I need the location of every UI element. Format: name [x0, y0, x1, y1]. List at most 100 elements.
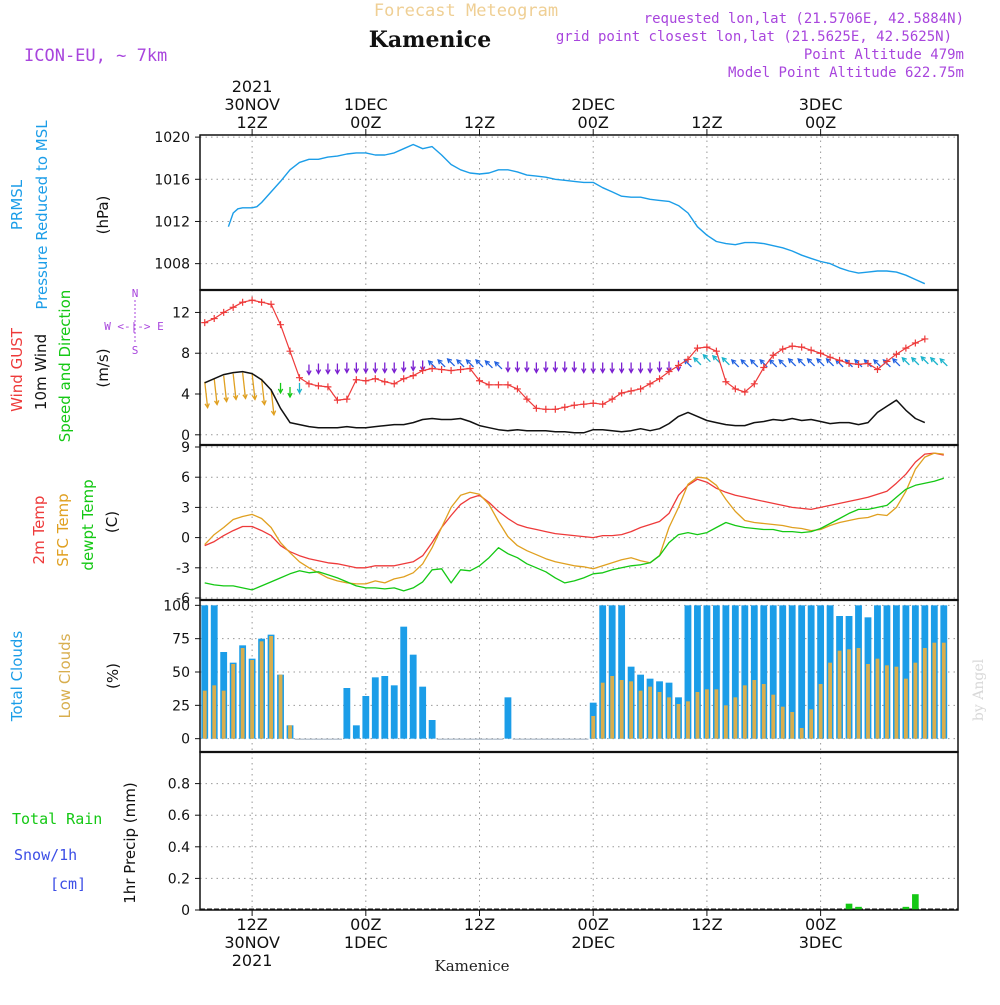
wind-gust-marker: [665, 368, 673, 376]
cloud-total-bar: [779, 605, 787, 739]
temperature-ytick-label: 3: [181, 500, 190, 516]
wind-gust-marker: [371, 375, 379, 383]
cloud-low-bar: [259, 641, 264, 739]
precip-ylabels: Total Rain Snow/1h [cm] 1hr Precip (mm): [12, 782, 139, 903]
wind-arrow: [788, 358, 797, 367]
wind-gust-marker: [826, 353, 834, 361]
wind-arrow-head: [204, 403, 210, 409]
precip-label-rain: Total Rain: [12, 810, 102, 828]
point-altitude: Point Altitude 479m: [804, 47, 964, 63]
cloud-low-bar: [212, 685, 217, 739]
cloud-total-bar: [428, 720, 436, 739]
wind-arrow-head: [296, 388, 303, 395]
cloud-low-bar: [250, 660, 255, 739]
precip-ytick-label: 0.2: [168, 871, 190, 887]
pressure-ytick-label: 1016: [154, 172, 190, 188]
cloud-low-bar: [752, 680, 757, 739]
wind-gust-marker: [712, 347, 720, 355]
wind-gust-marker: [883, 357, 891, 365]
temperature-ytick-label: 0: [181, 531, 190, 547]
clouds-ytick-label: 75: [172, 632, 190, 648]
wind-arrow-head: [270, 410, 277, 417]
wind-arrow-head: [315, 369, 322, 375]
wind-arrow: [693, 357, 702, 366]
wind-arrow-head: [287, 392, 293, 399]
wind-arrow: [930, 357, 939, 366]
cloud-low-bar: [866, 664, 870, 739]
wind-arrow-head: [543, 367, 549, 373]
wind-arrow-head: [656, 367, 663, 373]
bottom-time-label: 00Z: [805, 915, 836, 934]
cloud-unit: (%): [104, 663, 122, 689]
clouds-frame: [199, 599, 959, 753]
cloud-low-bar: [885, 665, 889, 739]
wind-arrow-head: [730, 358, 737, 365]
cloud-total-bar: [731, 605, 739, 739]
wind-arrow-head: [740, 358, 746, 365]
cloud-low-bar: [903, 678, 908, 739]
top-time-label: 12Z: [464, 113, 495, 132]
pressure-frame: [199, 134, 959, 291]
wind-arrow-head: [382, 368, 388, 374]
precip-ytick-label: 0.6: [168, 808, 190, 824]
temperature-ytick-label: -6: [176, 591, 190, 607]
wind-arrow-head: [232, 395, 239, 401]
cloud-total-bar: [201, 605, 209, 739]
wind-arrow-head: [261, 400, 267, 406]
temperature-ytick-label: -3: [176, 561, 190, 577]
wind-arrow-head: [571, 367, 577, 373]
wind-gust-marker: [504, 381, 512, 389]
top-time-label: 00Z: [350, 113, 381, 132]
cloud-ylabels: Total Clouds Low Clouds (%): [8, 631, 122, 723]
wind-arrow-head: [505, 367, 511, 373]
wind-gust-marker: [447, 367, 455, 375]
wind-arrow: [759, 359, 768, 368]
wind-arrow-head: [797, 357, 803, 364]
wind-arrow-head: [854, 358, 860, 365]
wind-gust-marker: [333, 396, 341, 404]
wind-gust-marker: [314, 382, 322, 390]
wind-gust-marker: [599, 400, 607, 408]
wind-gust-line: [204, 299, 926, 410]
cloud-low-bar: [686, 701, 690, 739]
cloud-low-bar: [705, 689, 709, 739]
cloud-total-bar: [798, 605, 806, 739]
wind-gust-marker: [324, 383, 332, 391]
wind-arrow-head: [939, 357, 945, 364]
model-altitude: Model Point Altitude 622.75m: [728, 65, 964, 81]
wind-arrow-head: [494, 361, 500, 367]
wind-gust-marker: [798, 343, 806, 351]
cloud-total-bar: [210, 605, 218, 739]
wind-gust-marker: [779, 345, 787, 353]
cloud-low-bar: [894, 666, 899, 739]
wind-arrow-head: [514, 367, 521, 373]
top-time-label: 1DEC: [344, 95, 388, 114]
wind-arrow-head: [759, 358, 765, 365]
cloud-total-bar: [362, 696, 370, 739]
requested-coords: requested lon,lat (21.5706E, 42.5884N): [644, 11, 964, 27]
cloud-total-bar: [381, 676, 389, 739]
bottom-time-label: 00Z: [350, 915, 381, 934]
compass-west-east: W <-|-> E: [104, 320, 164, 333]
wind-arrow-head: [863, 358, 869, 365]
wind-ytick-label: 8: [181, 346, 190, 362]
wind-gust-marker: [438, 366, 446, 374]
temp-unit: (C): [103, 511, 121, 533]
location-title: Kamenice: [369, 27, 491, 53]
wind-arrow: [702, 354, 711, 363]
wind-arrow-head: [344, 368, 350, 374]
wind-arrow-head: [524, 367, 530, 373]
cloud-low-bar: [771, 694, 776, 739]
wind-gust-marker: [286, 347, 294, 355]
cloud-total-bar: [722, 605, 730, 739]
compass-south: S: [132, 344, 139, 357]
wind-gust-marker: [419, 367, 427, 375]
wind-arrow: [873, 359, 882, 368]
watermark: by Angel: [971, 658, 987, 721]
cloud-total-bar: [371, 677, 379, 739]
pressure-ytick-label: 1020: [154, 130, 190, 146]
wind-gust-marker: [485, 381, 493, 389]
cloud-low-bar: [221, 690, 226, 739]
